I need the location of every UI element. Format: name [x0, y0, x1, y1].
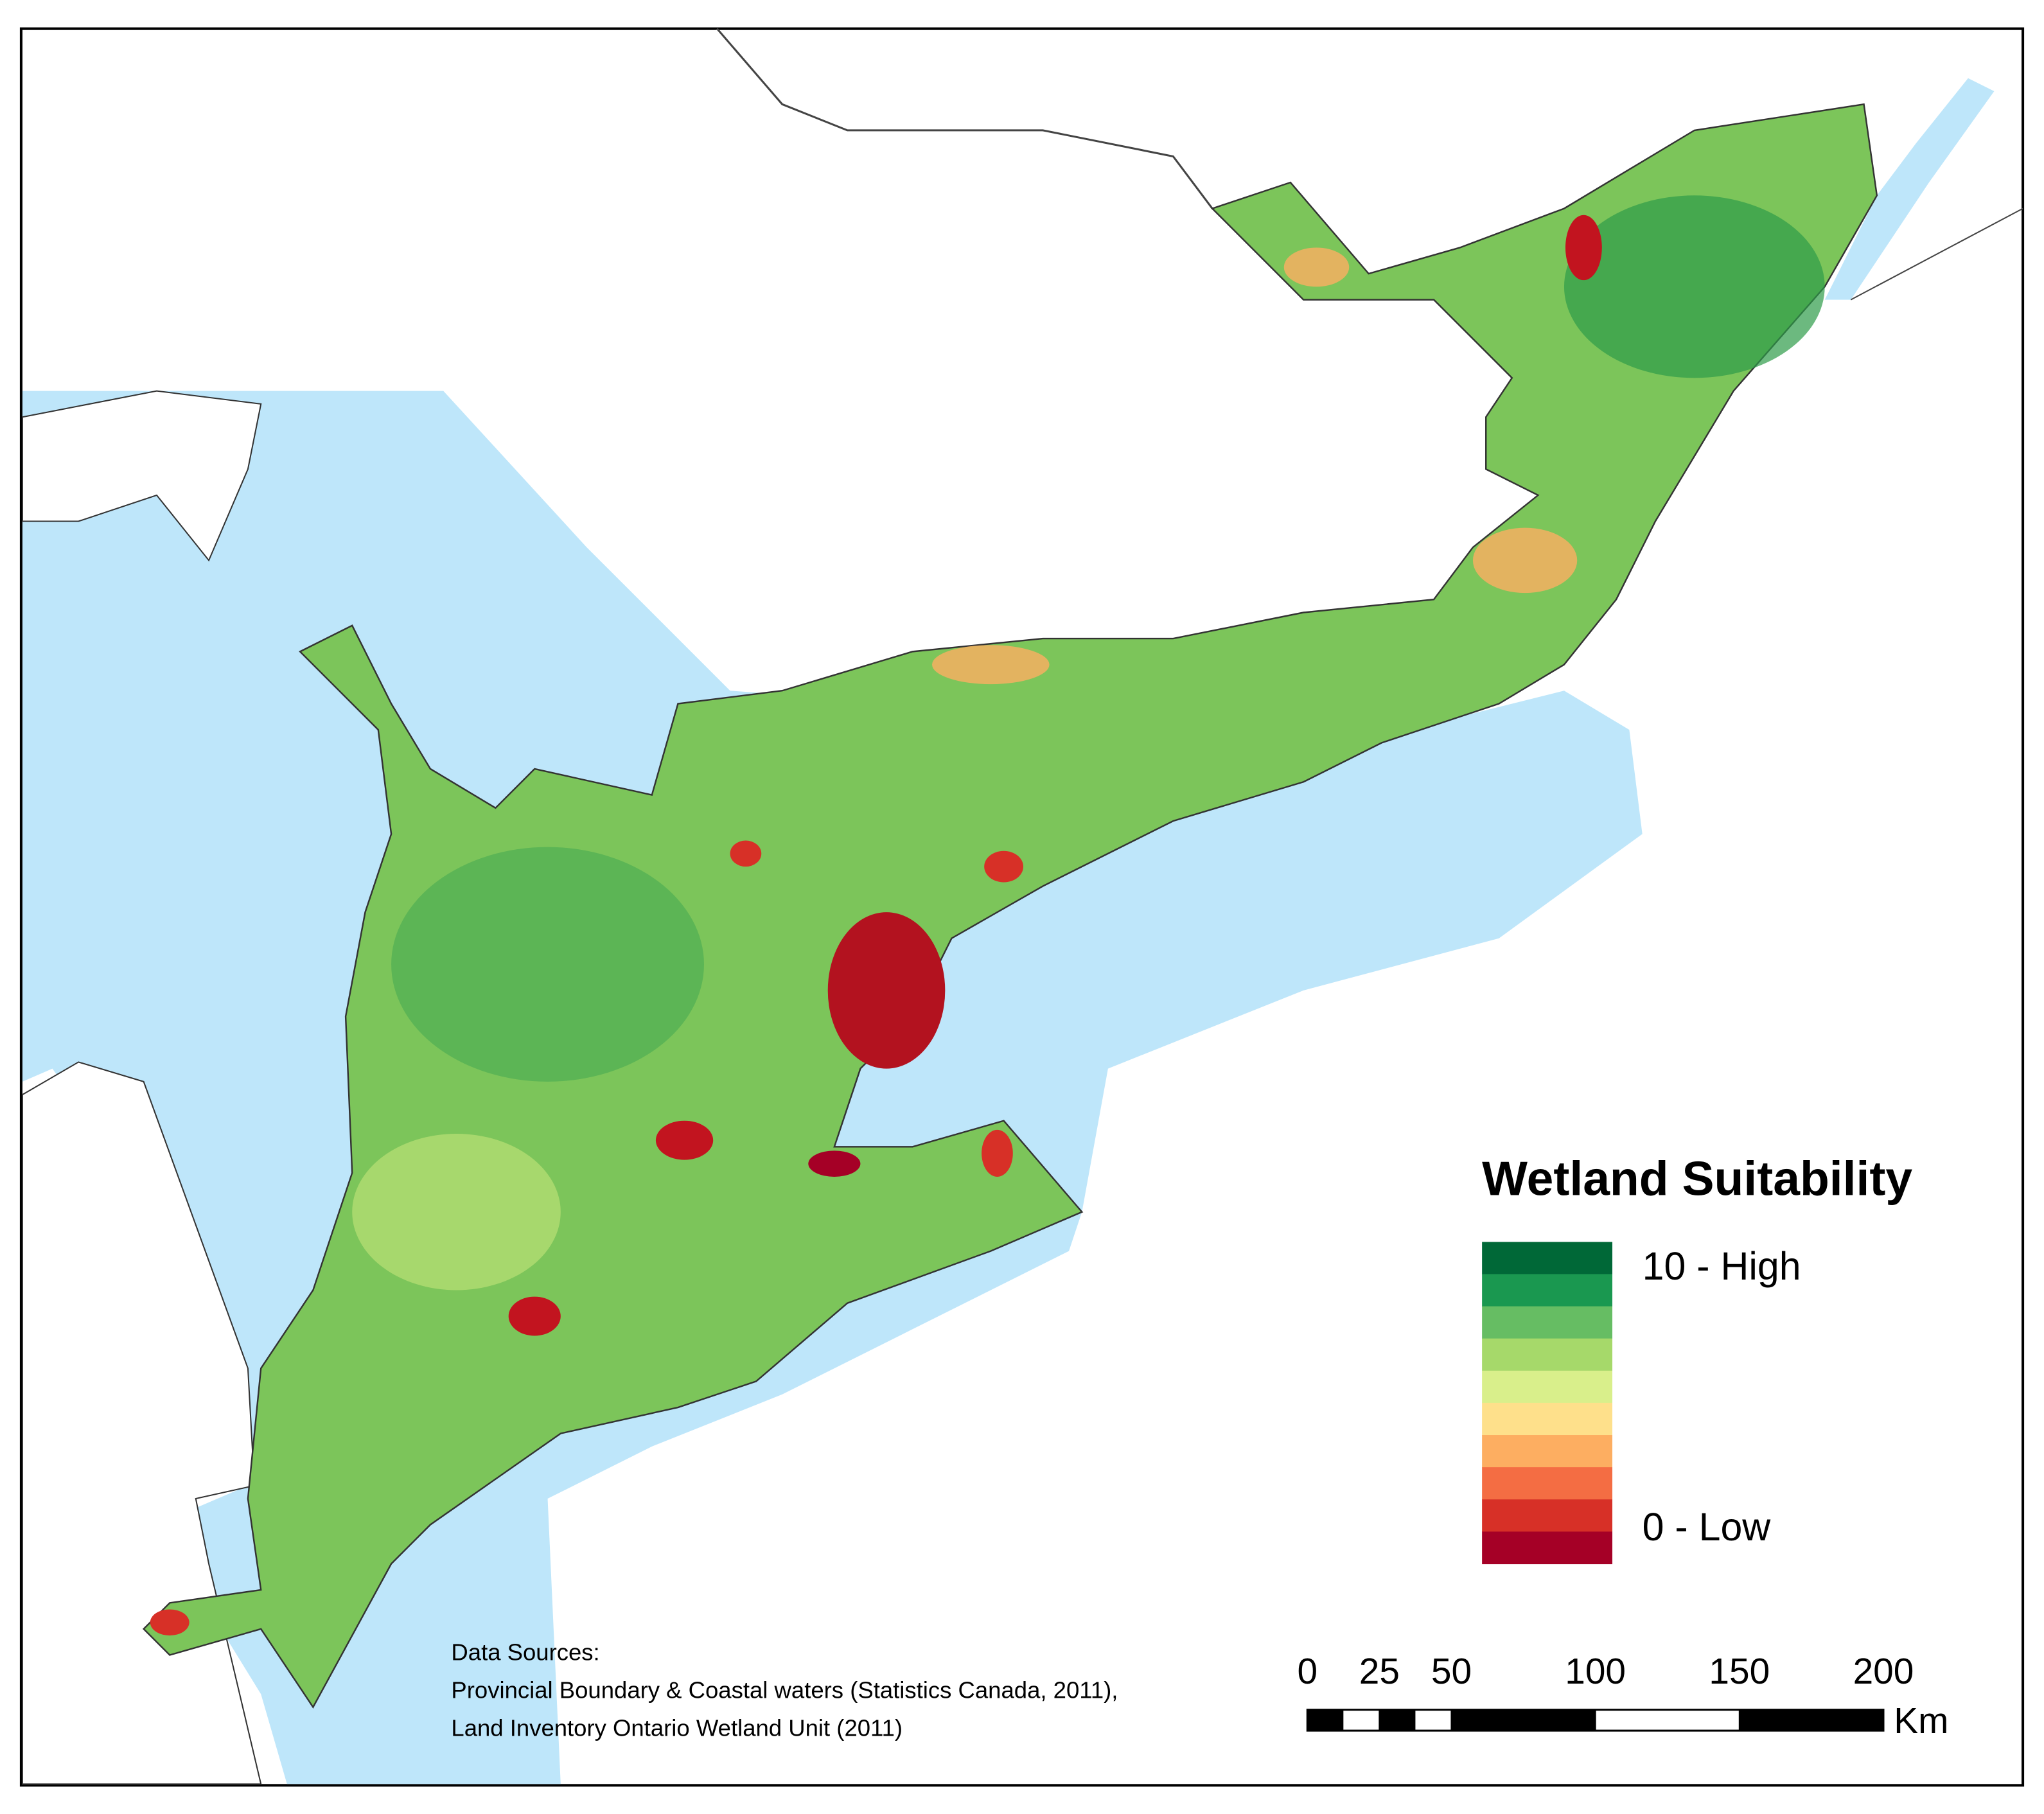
scale-tick-label: 100 — [1565, 1651, 1626, 1692]
scale-segment — [1739, 1709, 1883, 1731]
urban — [1565, 215, 1602, 281]
legend-swatch — [1482, 1499, 1613, 1532]
data-sources: Data Sources: Provincial Boundary & Coas… — [451, 1639, 1118, 1741]
urban — [808, 1150, 861, 1177]
scale-unit: Km — [1894, 1701, 1948, 1741]
legend-swatch — [1482, 1435, 1613, 1468]
manitoulin — [21, 390, 262, 562]
patch — [932, 645, 1050, 685]
legend-low-label: 0 - Low — [1643, 1505, 1772, 1549]
scale-tick-label: 150 — [1709, 1651, 1770, 1692]
scale-segment — [1451, 1709, 1596, 1731]
patch — [391, 847, 704, 1082]
scale-tick-label: 50 — [1431, 1651, 1472, 1692]
scale-tick-label: 200 — [1853, 1651, 1914, 1692]
scale-segment — [1379, 1709, 1416, 1731]
international-boundary — [1850, 207, 2023, 301]
urban — [984, 850, 1024, 883]
scale-tick-label: 0 — [1297, 1651, 1317, 1692]
urban-toronto — [827, 912, 946, 1069]
legend-swatch — [1482, 1338, 1613, 1371]
urban — [982, 1129, 1013, 1177]
legend-swatch — [1482, 1531, 1613, 1565]
urban — [150, 1609, 189, 1636]
scale-tick-label: 25 — [1359, 1651, 1400, 1692]
sources-heading: Data Sources: — [451, 1639, 599, 1666]
patch — [352, 1134, 561, 1290]
legend-swatch — [1482, 1402, 1613, 1436]
st-lawrence — [1824, 78, 1995, 300]
legend-title: Wetland Suitability — [1482, 1151, 1912, 1205]
provincial-boundary — [716, 28, 1213, 209]
legend-swatch — [1482, 1242, 1613, 1275]
sources-line: Land Inventory Ontario Wetland Unit (201… — [451, 1714, 903, 1741]
urban — [655, 1120, 714, 1160]
legend: Wetland Suitability 10 - High 0 - Low — [1482, 1151, 1912, 1565]
legend-swatch — [1482, 1370, 1613, 1404]
sources-line: Provincial Boundary & Coastal waters (St… — [451, 1677, 1118, 1703]
legend-high-label: 10 - High — [1643, 1244, 1801, 1288]
ontario-land — [142, 103, 1878, 1709]
legend-swatch — [1482, 1306, 1613, 1339]
legend-swatch — [1482, 1274, 1613, 1307]
patch — [1472, 527, 1578, 594]
patch — [1283, 247, 1350, 287]
scale-bar: 0 25 50 100 150 200 Km — [1297, 1651, 1948, 1741]
legend-swatch — [1482, 1467, 1613, 1500]
urban — [508, 1296, 561, 1336]
patch — [1564, 195, 1825, 378]
urban — [730, 840, 762, 867]
suitability-patches — [150, 195, 1825, 1636]
scale-segment — [1307, 1709, 1344, 1731]
